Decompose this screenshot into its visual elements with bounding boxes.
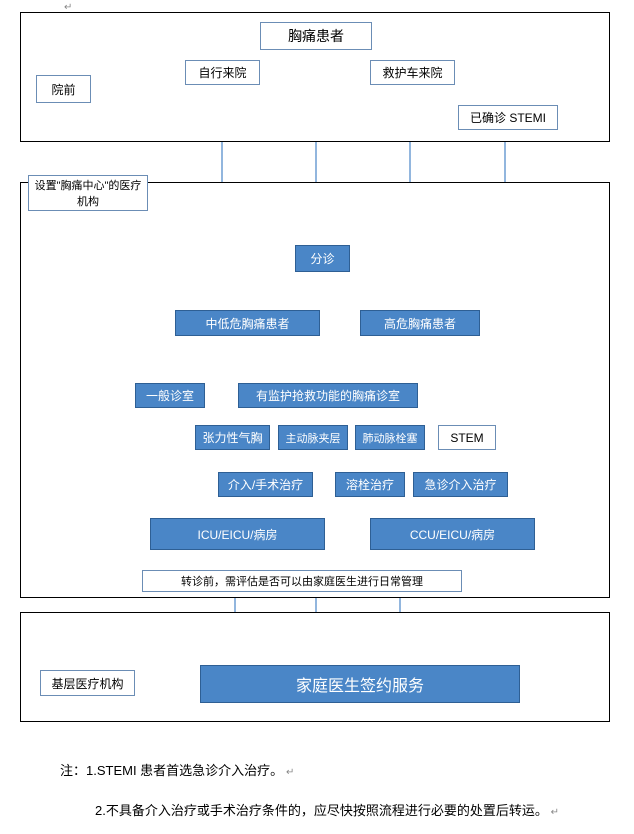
node-pre-hospital: 院前 [36, 75, 91, 103]
node-family-service: 家庭医生签约服务 [200, 665, 520, 703]
node-high-risk: 高危胸痛患者 [360, 310, 480, 336]
node-primary-inst: 基层医疗机构 [40, 670, 135, 696]
node-emergency-pci: 急诊介入治疗 [413, 472, 508, 497]
flowchart-canvas: ↵ 胸痛患者 自行来院 救护车来院 院前 已确诊 STEMI 设置"胸痛中心"的… [0, 0, 634, 834]
node-pe: 肺动脉栓塞 [355, 425, 425, 450]
node-monitor-clinic: 有监护抢救功能的胸痛诊室 [238, 383, 418, 408]
node-surgery: 介入/手术治疗 [218, 472, 313, 497]
node-self-arrive: 自行来院 [185, 60, 260, 85]
node-triage: 分诊 [295, 245, 350, 272]
node-chest-center: 设置"胸痛中心"的医疗机构 [28, 175, 148, 211]
node-confirmed-stemi: 已确诊 STEMI [458, 105, 558, 130]
node-tension-pneumo: 张力性气胸 [195, 425, 270, 450]
node-stem: STEM [438, 425, 496, 450]
node-patient: 胸痛患者 [260, 22, 372, 50]
node-low-risk: 中低危胸痛患者 [175, 310, 320, 336]
note-1: 注：1.STEMI 患者首选急诊介入治疗。 ↵ [60, 760, 294, 779]
node-thrombolysis: 溶栓治疗 [335, 472, 405, 497]
node-ambulance: 救护车来院 [370, 60, 455, 85]
node-referral: 转诊前，需评估是否可以由家庭医生进行日常管理 [142, 570, 462, 592]
return-mark: ↵ [64, 2, 72, 13]
node-general-clinic: 一般诊室 [135, 383, 205, 408]
node-ccu: CCU/EICU/病房 [370, 518, 535, 550]
node-icu: ICU/EICU/病房 [150, 518, 325, 550]
node-aortic: 主动脉夹层 [278, 425, 348, 450]
note-2: 2.不具备介入治疗或手术治疗条件的，应尽快按照流程进行必要的处置后转运。 ↵ [95, 800, 559, 819]
